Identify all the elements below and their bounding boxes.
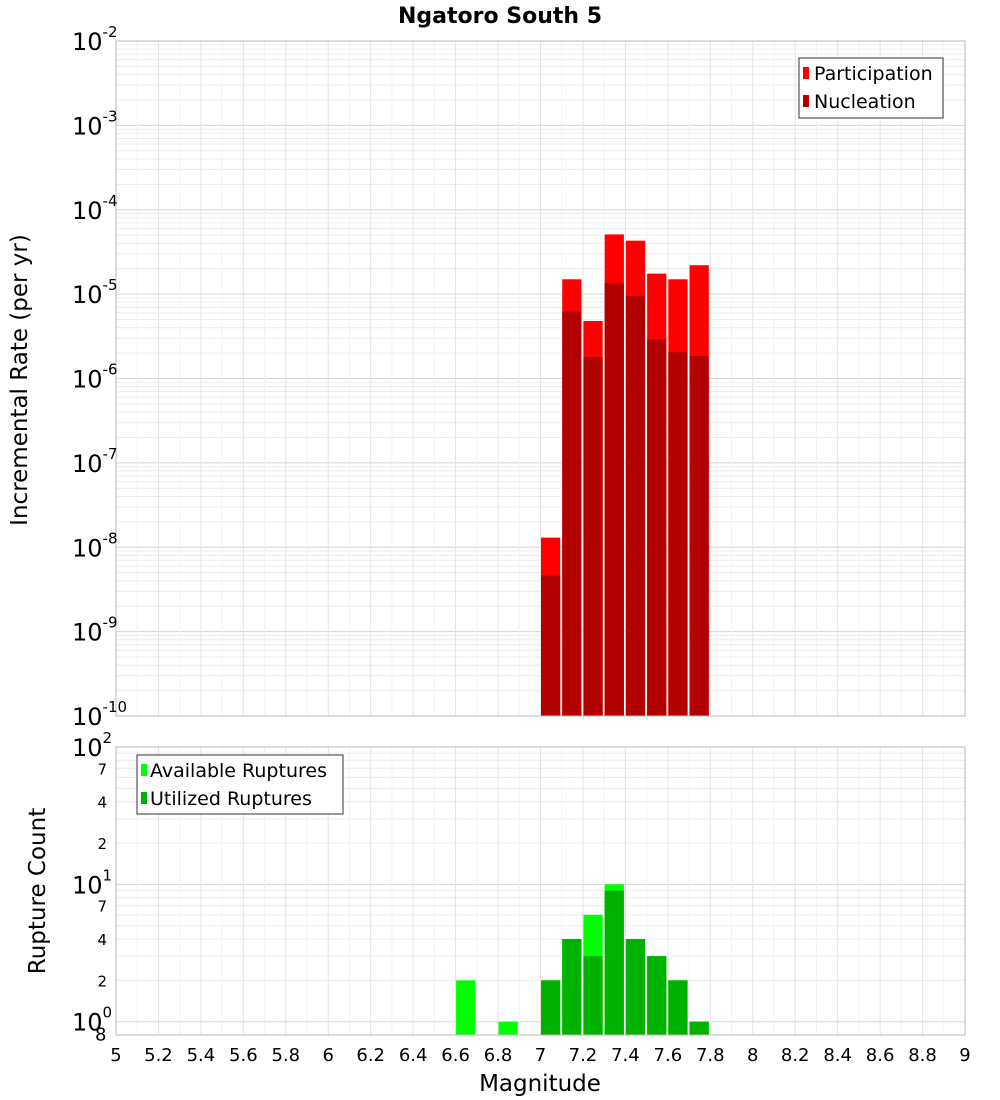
top-y-tick-label: 10-4 bbox=[72, 192, 118, 225]
x-tick-label: 5.8 bbox=[271, 1045, 300, 1066]
nucleation-bar bbox=[604, 283, 624, 716]
x-tick-label: 8.4 bbox=[823, 1045, 852, 1066]
x-tick-label: 6.2 bbox=[356, 1045, 385, 1066]
top-y-tick-label: 10-9 bbox=[72, 614, 118, 647]
top-legend-box bbox=[798, 57, 944, 119]
available-ruptures-legend-label: Available Ruptures bbox=[150, 760, 327, 782]
top-y-tick-label: 10-10 bbox=[72, 698, 127, 731]
x-tick-label: 7.2 bbox=[569, 1045, 598, 1066]
top-plot-area bbox=[115, 40, 966, 717]
x-tick-label: 7.4 bbox=[611, 1045, 640, 1066]
top-y-tick-label: 10-8 bbox=[72, 529, 118, 562]
nucleation-legend-swatch bbox=[803, 95, 809, 107]
top-y-tick-label: 10-6 bbox=[72, 361, 118, 394]
x-tick-label: 5 bbox=[110, 1045, 121, 1066]
utilized-ruptures-bar bbox=[625, 939, 646, 1035]
utilized-ruptures-bar bbox=[562, 939, 582, 1035]
x-tick-label: 6.4 bbox=[399, 1045, 428, 1066]
x-tick-label: 6.8 bbox=[484, 1045, 513, 1066]
bottom-plot-area bbox=[115, 746, 966, 1036]
bottom-y-minor-label: 4 bbox=[97, 931, 107, 949]
x-tick-label: 6 bbox=[323, 1045, 334, 1066]
bottom-y-minor-label: 4 bbox=[97, 794, 107, 812]
bottom-y-major-label: 102 bbox=[72, 729, 112, 762]
utilized-ruptures-legend-swatch bbox=[141, 792, 147, 804]
bottom-y-minor-label: 7 bbox=[97, 898, 107, 916]
top-y-tick-label: 10-7 bbox=[72, 445, 118, 478]
x-tick-label: 7.6 bbox=[654, 1045, 683, 1066]
available-ruptures-legend-swatch bbox=[141, 764, 147, 776]
bottom-y-minor-label: 2 bbox=[97, 835, 107, 853]
utilized-ruptures-bar bbox=[604, 890, 624, 1035]
top-y-tick-label: 10-2 bbox=[72, 23, 118, 56]
x-axis-label: Magnitude bbox=[479, 1071, 601, 1097]
nucleation-bar bbox=[583, 356, 603, 716]
bottom-y-extra-label: 8 bbox=[95, 1025, 106, 1046]
nucleation-bar bbox=[541, 575, 561, 716]
utilized-ruptures-bar bbox=[583, 956, 603, 1035]
utilized-ruptures-bar bbox=[647, 956, 667, 1035]
available-ruptures-bar bbox=[498, 1021, 518, 1035]
available-ruptures-bar bbox=[456, 980, 476, 1035]
x-tick-label: 8.6 bbox=[866, 1045, 895, 1066]
bottom-y-minor-label: 7 bbox=[97, 760, 107, 778]
participation-legend-swatch bbox=[803, 67, 809, 79]
top-y-tick-label: 10-5 bbox=[72, 276, 118, 309]
bottom-y-minor-label: 2 bbox=[97, 972, 107, 990]
x-tick-label: 8.2 bbox=[781, 1045, 810, 1066]
bottom-legend: Available Ruptures Utilized Ruptures bbox=[136, 754, 344, 815]
bottom-plot-border bbox=[115, 746, 966, 1036]
utilized-ruptures-bar bbox=[668, 980, 688, 1035]
x-tick-label: 8 bbox=[747, 1045, 758, 1066]
bottom-y-axis-label: Rupture Count bbox=[25, 808, 51, 974]
top-legend: Participation Nucleation bbox=[798, 57, 944, 119]
utilized-ruptures-bar bbox=[689, 1021, 709, 1035]
participation-legend-label: Participation bbox=[814, 63, 933, 85]
utilized-ruptures-bar bbox=[541, 980, 561, 1035]
bottom-legend-box bbox=[136, 754, 344, 815]
top-y-tick-label: 10-3 bbox=[72, 107, 118, 140]
nucleation-bar bbox=[647, 339, 667, 716]
x-tick-label: 9 bbox=[959, 1045, 970, 1066]
bottom-y-major-label: 101 bbox=[72, 866, 112, 899]
x-tick-label: 8.8 bbox=[908, 1045, 937, 1066]
x-tick-label: 5.2 bbox=[144, 1045, 173, 1066]
x-tick-label: 7 bbox=[535, 1045, 546, 1066]
nucleation-legend-label: Nucleation bbox=[814, 91, 916, 113]
nucleation-bar bbox=[625, 296, 646, 716]
x-tick-label: 7.8 bbox=[696, 1045, 725, 1066]
nucleation-bar bbox=[689, 355, 709, 716]
top-y-axis-label: Incremental Rate (per yr) bbox=[7, 234, 33, 526]
utilized-ruptures-legend-label: Utilized Ruptures bbox=[150, 788, 312, 810]
x-tick-label: 5.6 bbox=[229, 1045, 258, 1066]
bottom-y-major-label: 100 bbox=[72, 1004, 112, 1037]
chart-title: Ngatoro South 5 bbox=[398, 4, 602, 29]
x-tick-label: 6.6 bbox=[441, 1045, 470, 1066]
x-tick-label: 5.4 bbox=[187, 1045, 216, 1066]
nucleation-bar bbox=[668, 352, 688, 716]
top-plot-border bbox=[115, 40, 966, 717]
nucleation-bar bbox=[562, 311, 582, 716]
